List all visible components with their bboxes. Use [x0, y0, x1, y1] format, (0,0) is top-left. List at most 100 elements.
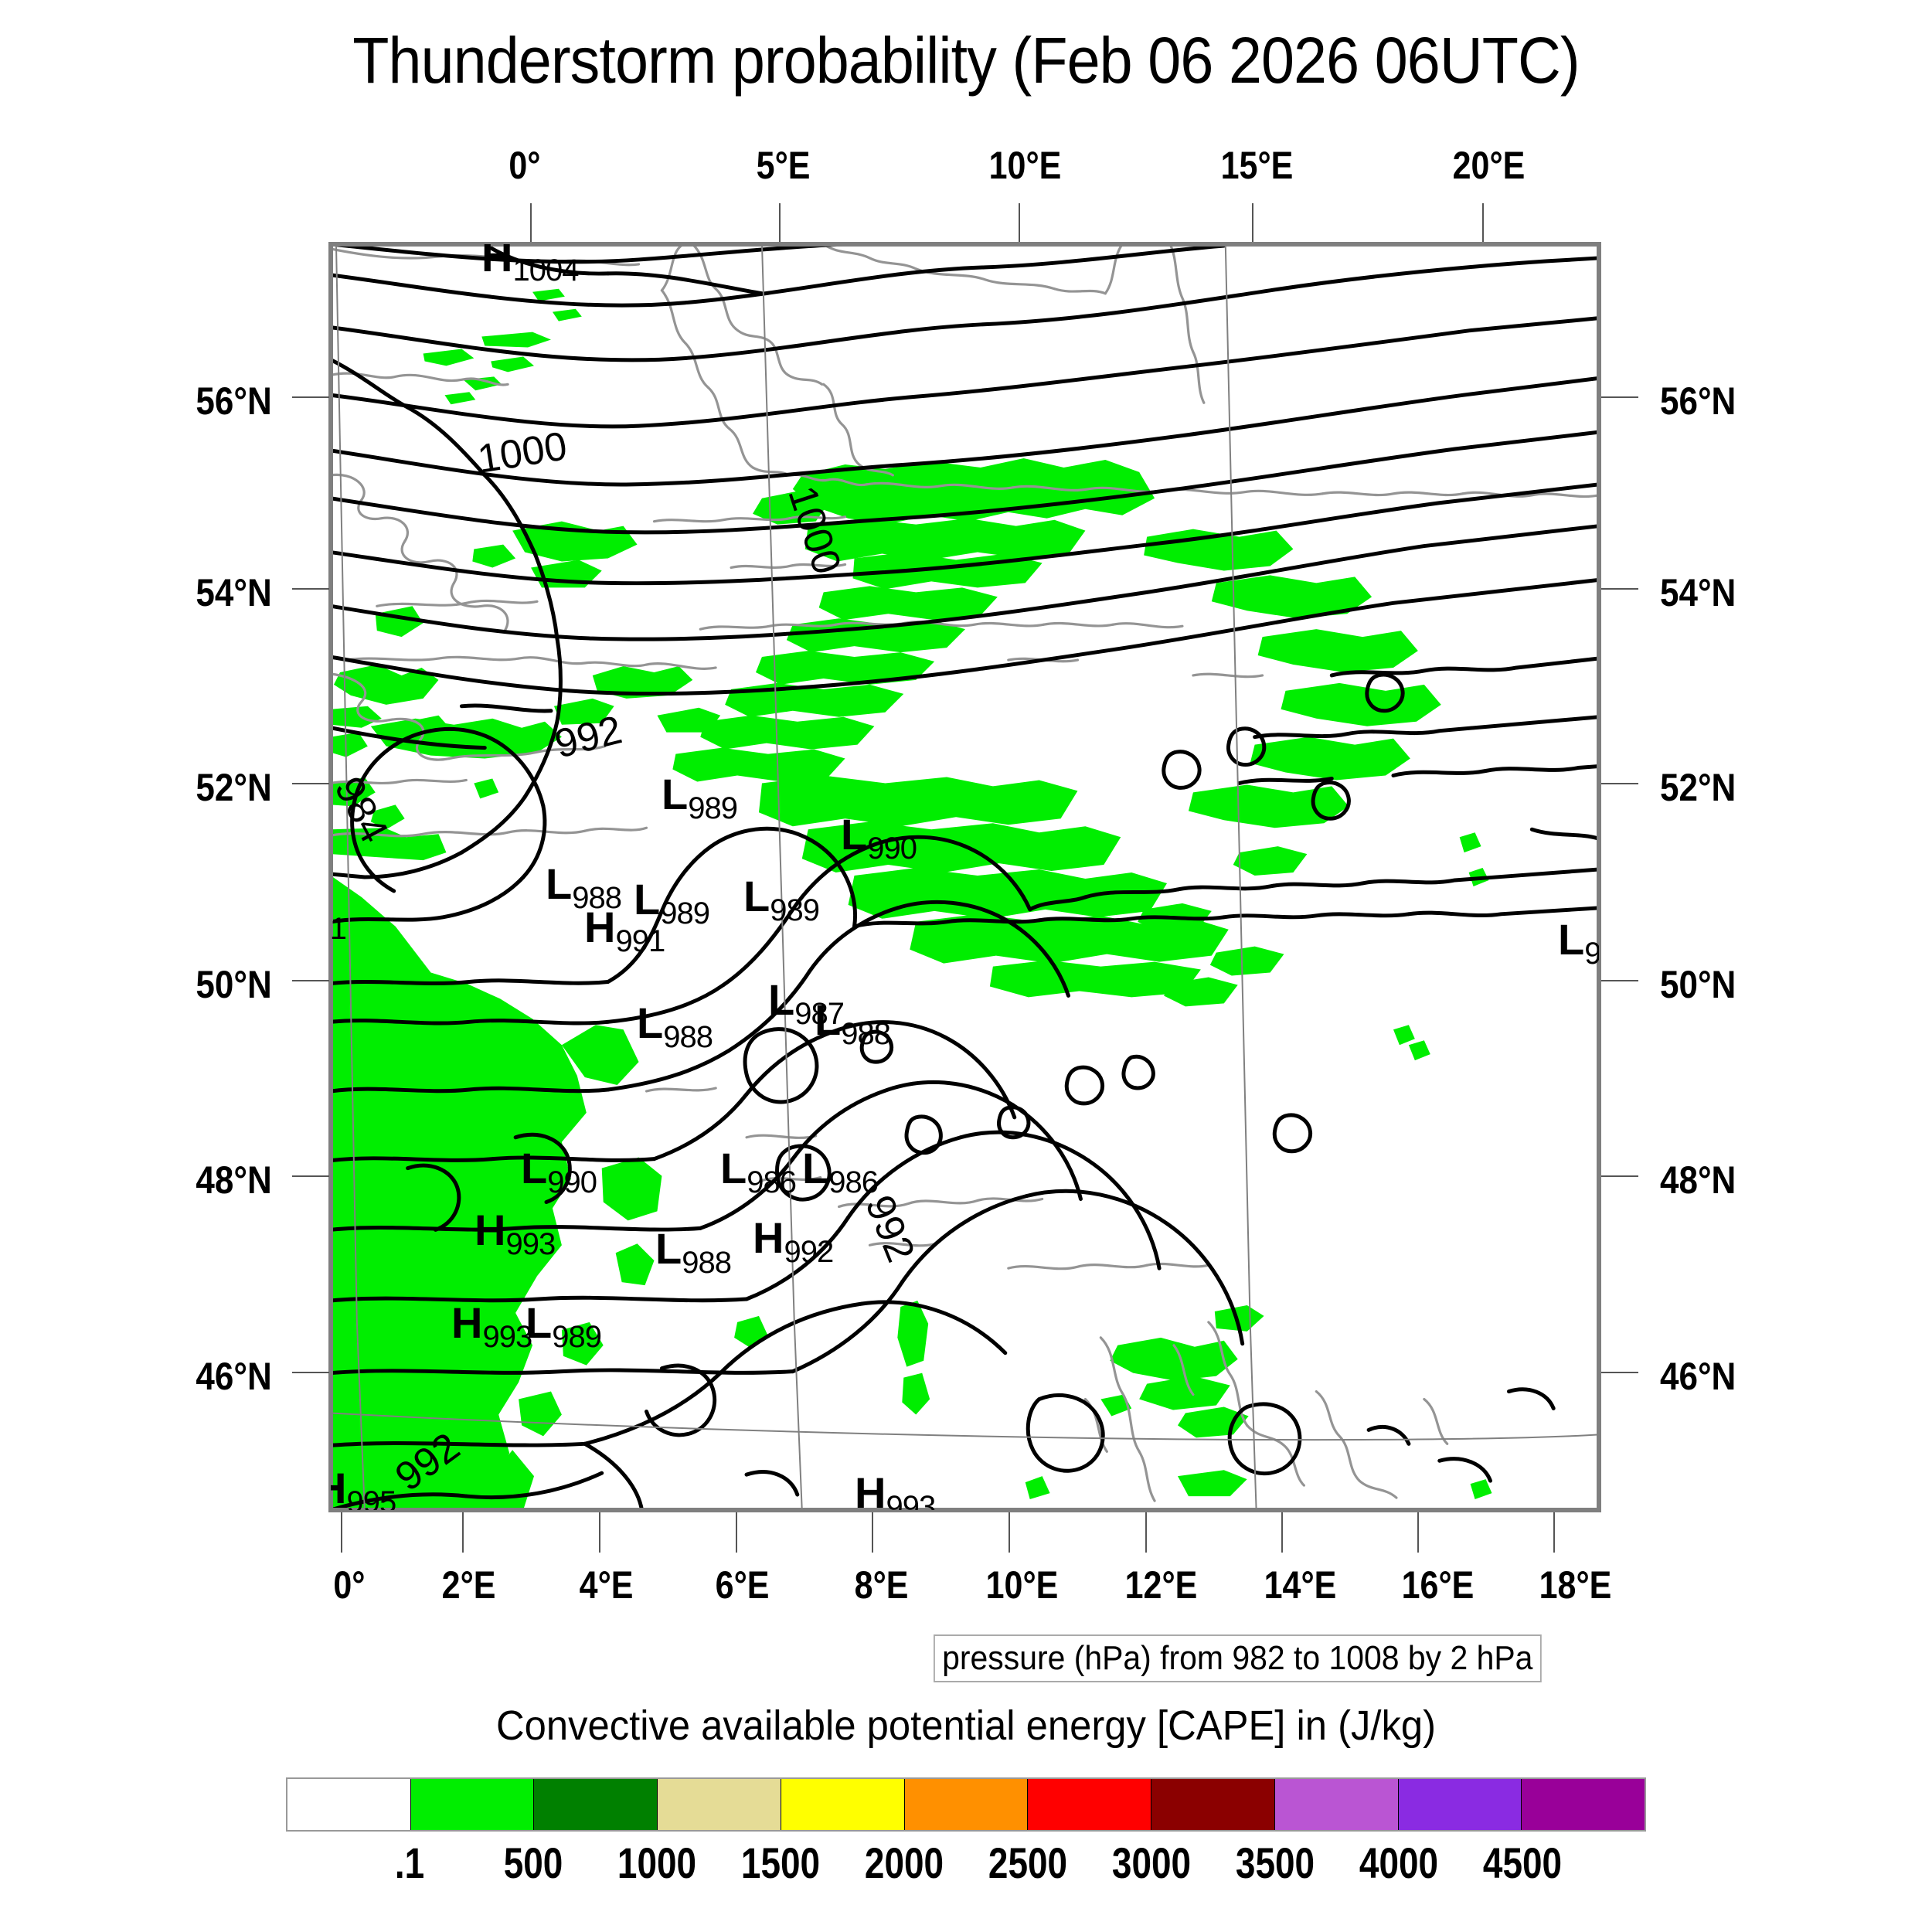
- pressure-center-H993-b: H993: [451, 1298, 532, 1354]
- map-plot-area[interactable]: H1004 L989 L990 L988 L989 L989 H991 L981…: [328, 242, 1601, 1512]
- right-tick-46N: [1601, 1372, 1638, 1373]
- bottom-tick-6: [1145, 1512, 1147, 1553]
- colorbar-tick-6: 3000: [1111, 1838, 1192, 1887]
- cape-colorbar[interactable]: [286, 1777, 1646, 1832]
- colorbar-title: Convective available potential energy [C…: [495, 1702, 1437, 1749]
- top-axis-label-1: 5°E: [756, 144, 811, 187]
- right-axis-label-52N: 52°N: [1660, 766, 1736, 809]
- bottom-tick-7: [1281, 1512, 1283, 1553]
- top-axis-label-3: 15°E: [1220, 144, 1294, 187]
- left-axis-label-46N: 46°N: [196, 1355, 272, 1398]
- left-tick-56N: [292, 396, 329, 398]
- pressure-center-L988-c: L988: [815, 995, 891, 1051]
- colorbar-segment-7[interactable]: [1151, 1779, 1275, 1830]
- pressure-legend-text: pressure (hPa) from 982 to 1008 by 2 hPa: [942, 1639, 1533, 1677]
- pressure-center-L986-a: L986: [720, 1144, 797, 1199]
- top-tick-0: [530, 203, 532, 242]
- right-axis-label-48N: 48°N: [1660, 1158, 1736, 1202]
- colorbar-tick-3: 1500: [740, 1838, 821, 1887]
- pressure-contour-legend: pressure (hPa) from 982 to 1008 by 2 hPa: [934, 1634, 1542, 1682]
- left-axis-label-54N: 54°N: [196, 571, 272, 614]
- bottom-tick-9: [1553, 1512, 1555, 1553]
- pressure-center-L988-b: L988: [637, 998, 713, 1054]
- pressure-center-H995: H995: [331, 1467, 396, 1512]
- colorbar-tick-1: 500: [503, 1838, 563, 1887]
- left-axis-label-50N: 50°N: [196, 963, 272, 1006]
- colorbar-segment-10[interactable]: [1522, 1779, 1645, 1830]
- bottom-axis-label-9: 18°E: [1539, 1563, 1612, 1607]
- colorbar-tick-5: 2500: [988, 1838, 1068, 1887]
- pressure-center-H992: H992: [753, 1213, 834, 1269]
- right-axis-label-46N: 46°N: [1660, 1355, 1736, 1398]
- pressure-center-H1004: H1004: [481, 242, 579, 287]
- bottom-tick-0: [341, 1512, 342, 1553]
- colorbar-segment-3[interactable]: [658, 1779, 781, 1830]
- right-axis-label-54N: 54°N: [1660, 571, 1736, 614]
- pressure-center-L989-d: L989: [526, 1298, 602, 1354]
- bottom-axis-label-6: 12°E: [1124, 1563, 1198, 1607]
- colorbar-segment-6[interactable]: [1028, 1779, 1152, 1830]
- pressure-center-L989-c: L989: [743, 872, 820, 927]
- pressure-center-L990-b: L990: [521, 1144, 597, 1199]
- pressure-center-L981: L981: [329, 912, 347, 946]
- bottom-tick-8: [1417, 1512, 1419, 1553]
- left-tick-54N: [292, 588, 329, 590]
- colorbar-tick-7: 3500: [1235, 1838, 1315, 1887]
- top-axis-label-2: 10°E: [988, 144, 1062, 187]
- page-title: Thunderstorm probability (Feb 06 2026 06…: [352, 24, 1580, 97]
- colorbar-tick-4: 2000: [864, 1838, 944, 1887]
- colorbar-segment-5[interactable]: [904, 1779, 1029, 1830]
- bottom-axis-label-3: 6°E: [715, 1563, 770, 1607]
- left-tick-48N: [292, 1175, 329, 1177]
- bottom-tick-5: [1009, 1512, 1010, 1553]
- pressure-center-H991: H991: [584, 903, 665, 958]
- colorbar-segment-9[interactable]: [1398, 1779, 1522, 1830]
- colorbar-tick-8: 4000: [1359, 1838, 1439, 1887]
- coastline-layer: [331, 244, 1599, 1502]
- right-tick-48N: [1601, 1175, 1638, 1177]
- top-tick-3: [1252, 203, 1253, 242]
- colorbar-segment-1[interactable]: [410, 1779, 535, 1830]
- bottom-axis-label-4: 8°E: [854, 1563, 909, 1607]
- left-axis-label-56N: 56°N: [196, 379, 272, 423]
- left-axis-label-48N: 48°N: [196, 1158, 272, 1202]
- colorbar-segment-2[interactable]: [534, 1779, 658, 1830]
- pressure-center-L989-a: L989: [662, 770, 738, 825]
- colorbar-segment-8[interactable]: [1274, 1779, 1399, 1830]
- pressure-center-H993-c: H993: [855, 1468, 936, 1512]
- colorbar-tick-9: 4500: [1482, 1838, 1563, 1887]
- pressure-center-L986-b: L986: [802, 1144, 879, 1199]
- top-axis-label-0: 0°: [509, 144, 541, 187]
- top-axis-label-4: 20°E: [1452, 144, 1526, 187]
- pressure-center-L988-a: L988: [546, 859, 622, 915]
- pressure-center-L990-a: L990: [841, 810, 917, 866]
- bottom-axis-label-2: 4°E: [579, 1563, 634, 1607]
- bottom-axis-label-0: 0°: [333, 1563, 366, 1607]
- bottom-axis-label-7: 14°E: [1264, 1563, 1337, 1607]
- right-tick-54N: [1601, 588, 1638, 590]
- top-tick-2: [1019, 203, 1020, 242]
- bottom-tick-3: [736, 1512, 737, 1553]
- right-axis-label-50N: 50°N: [1660, 963, 1736, 1006]
- pressure-center-L988-d: L988: [655, 1224, 732, 1280]
- colorbar-tick-0: .1: [394, 1838, 425, 1887]
- right-axis-label-56N: 56°N: [1660, 379, 1736, 423]
- pressure-center-L987: L987: [768, 975, 845, 1031]
- left-tick-52N: [292, 783, 329, 784]
- colorbar-segment-4[interactable]: [781, 1779, 905, 1830]
- bottom-tick-1: [462, 1512, 464, 1553]
- bottom-tick-4: [872, 1512, 873, 1553]
- bottom-tick-2: [599, 1512, 600, 1553]
- pressure-center-L989-b: L989: [634, 875, 710, 930]
- colorbar-tick-labels: .1 500 1000 1500 2000 2500 3000 3500 400…: [286, 1838, 1646, 1892]
- bottom-axis-label-5: 10°E: [985, 1563, 1059, 1607]
- colorbar-segment-0[interactable]: [287, 1779, 411, 1830]
- bottom-axis-label-1: 2°E: [441, 1563, 496, 1607]
- top-tick-4: [1482, 203, 1484, 242]
- pressure-center-L992-right: L992: [1558, 915, 1601, 971]
- right-tick-56N: [1601, 396, 1638, 398]
- right-tick-52N: [1601, 783, 1638, 784]
- top-tick-1: [779, 203, 781, 242]
- isobar-layer: [331, 244, 1599, 1510]
- left-tick-50N: [292, 980, 329, 981]
